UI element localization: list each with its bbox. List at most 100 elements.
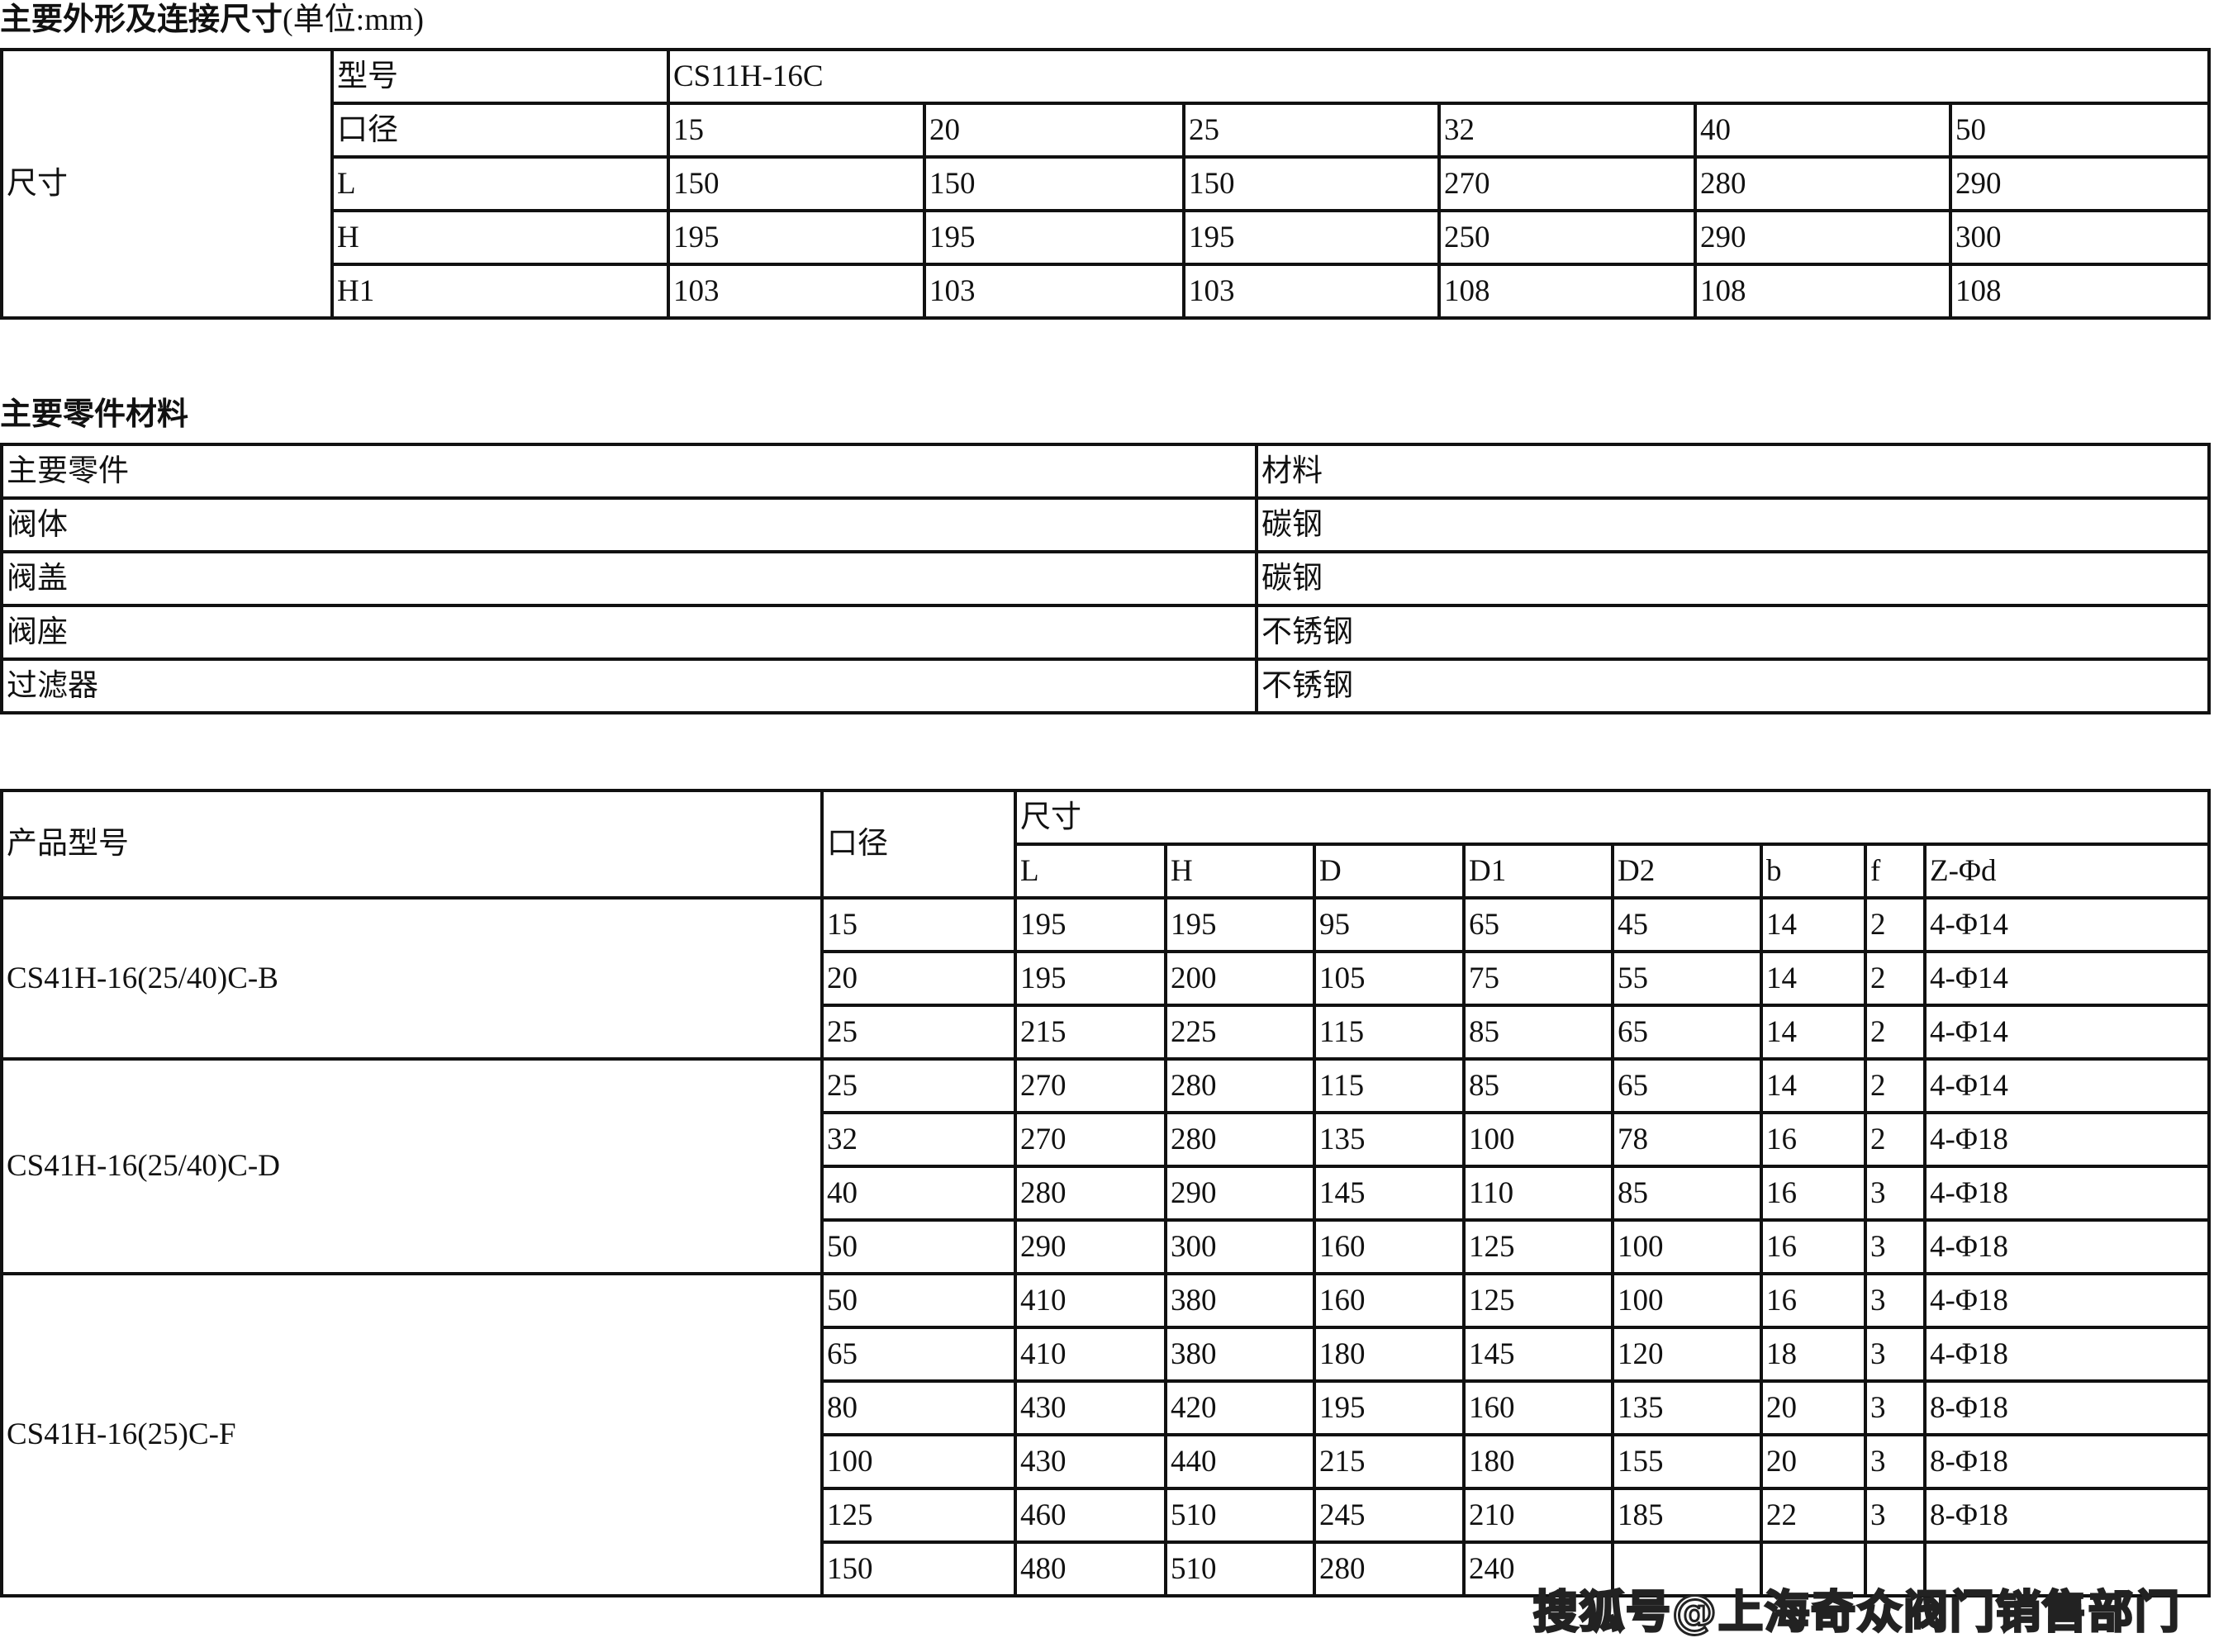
table-cell: 阀盖: [0, 550, 1258, 607]
table-cell: 15: [667, 102, 926, 159]
table-row: 32 270 280 135 100 78 16 2 4-Φ18: [2, 1111, 2211, 1168]
table-cell: 480: [1014, 1540, 1167, 1597]
table-cell: 120: [1611, 1326, 1763, 1383]
table-cell: 108: [1437, 263, 1697, 320]
table-cell: 50: [1948, 102, 2212, 159]
table-cell: 430: [1014, 1379, 1167, 1436]
table-cell: 100: [1462, 1111, 1614, 1168]
table-cell: 195: [923, 209, 1185, 266]
table-cell: 16: [1760, 1111, 1867, 1168]
table-cell: 100: [820, 1433, 1017, 1490]
table-cell: 4-Φ18: [1923, 1111, 2211, 1168]
section1-title-text: 主要外形及连接尺寸: [0, 2, 283, 37]
table-cell: 32: [820, 1111, 1017, 1168]
table-cell: 8-Φ18: [1923, 1433, 2211, 1490]
header-row: 产品型号 口径 尺寸: [0, 789, 2211, 900]
table-cell: 280: [1014, 1165, 1167, 1222]
table-cell: 2: [1864, 1004, 1927, 1061]
table-cell: 3: [1864, 1379, 1927, 1436]
table-cell: [1760, 1540, 1867, 1597]
table-cell: [1923, 1540, 2211, 1597]
column-header: Z-Φd: [1923, 843, 2211, 900]
table-cell: 78: [1611, 1111, 1763, 1168]
table-cell: 135: [1611, 1379, 1763, 1436]
table-cell: 108: [1694, 263, 1952, 320]
table-cell: 115: [1313, 1004, 1466, 1061]
table-cell: 150: [1182, 155, 1441, 212]
table-cell: 80: [820, 1379, 1017, 1436]
table-cell: 40: [820, 1165, 1017, 1222]
table-cell: 160: [1462, 1379, 1614, 1436]
table-cell: 290: [1014, 1218, 1167, 1275]
table-cell: 510: [1164, 1487, 1316, 1544]
table-cell: 195: [667, 209, 926, 266]
table-cell: 45: [1611, 896, 1763, 953]
table-cell: 过滤器: [0, 657, 1258, 714]
column-header: L: [1014, 843, 1167, 900]
table-cell: 180: [1313, 1326, 1466, 1383]
model-row: 尺寸 型号 CS11H-16C: [0, 48, 2212, 320]
table-cell: 185: [1611, 1487, 1763, 1544]
column-header: f: [1864, 843, 1927, 900]
table-cell: 245: [1313, 1487, 1466, 1544]
table-cell: 105: [1313, 950, 1466, 1007]
table-row: 40 280 290 145 110 85 16 3 4-Φ18: [2, 1165, 2211, 1222]
table-cell: 135: [1313, 1111, 1466, 1168]
table-cell: 420: [1164, 1379, 1316, 1436]
model-value: CS11H-16C: [666, 48, 2212, 105]
table-cell: 300: [1164, 1218, 1316, 1275]
table-cell: 8-Φ18: [1923, 1379, 2211, 1436]
table-row: 20 195 200 105 75 55 14 2 4-Φ14: [2, 950, 2211, 1007]
table-cell: 195: [1313, 1379, 1466, 1436]
table-cell: 4-Φ14: [1923, 1004, 2211, 1061]
table-cell: 290: [1948, 155, 2212, 212]
table-cell: 4-Φ18: [1923, 1272, 2211, 1329]
product-model: CS41H-16(25)C-F: [0, 1272, 824, 1597]
table-cell: 145: [1462, 1326, 1614, 1383]
table-cell: 2: [1864, 950, 1927, 1007]
table-cell: 4-Φ14: [1923, 950, 2211, 1007]
table-cell: 110: [1462, 1165, 1614, 1222]
table-cell: 145: [1313, 1165, 1466, 1222]
table-cell: 50: [820, 1218, 1017, 1275]
table-cell: 200: [1164, 950, 1316, 1007]
header-row: 主要零件 材料: [0, 443, 2211, 500]
table-cell: 380: [1164, 1326, 1316, 1383]
table-cell: 16: [1760, 1218, 1867, 1275]
table-cell: [1611, 1540, 1763, 1597]
table-cell: 225: [1164, 1004, 1316, 1061]
table-cell: 215: [1014, 1004, 1167, 1061]
table-cell: 85: [1462, 1004, 1614, 1061]
table-cell: 15: [820, 896, 1017, 953]
table-cell: 180: [1462, 1433, 1614, 1490]
table-cell: 20: [1760, 1379, 1867, 1436]
table-cell: 440: [1164, 1433, 1316, 1490]
row-label: H: [330, 209, 670, 266]
table-cell: 150: [923, 155, 1185, 212]
column-header: 主要零件: [0, 443, 1258, 500]
table-cell: 3: [1864, 1326, 1927, 1383]
table-cell: 25: [820, 1057, 1017, 1114]
table-cell: 4-Φ18: [1923, 1326, 2211, 1383]
table-cell: 100: [1611, 1218, 1763, 1275]
table-cell: 3: [1864, 1218, 1927, 1275]
table-cell: 108: [1948, 263, 2212, 320]
table-cell: 3: [1864, 1433, 1927, 1490]
table-cell: 280: [1313, 1540, 1466, 1597]
section2-title: 主要零件材料: [0, 397, 189, 432]
table-cell: [1864, 1540, 1927, 1597]
table-row: 80 430 420 195 160 135 20 3 8-Φ18: [2, 1379, 2211, 1436]
table-row: 150 480 510 280 240: [2, 1540, 2211, 1597]
table-cell: 碳钢: [1255, 550, 2211, 607]
table-row: 阀盖 碳钢: [0, 550, 2211, 607]
table-cell: 阀体: [0, 496, 1258, 553]
table-cell: 290: [1164, 1165, 1316, 1222]
table-cell: 103: [1182, 263, 1441, 320]
column-header: H: [1164, 843, 1316, 900]
table-cell: 碳钢: [1255, 496, 2211, 553]
model-label: 型号: [330, 48, 670, 105]
table-cell: 410: [1014, 1272, 1167, 1329]
column-header: D1: [1462, 843, 1614, 900]
table-cell: 100: [1611, 1272, 1763, 1329]
table-cell: 65: [1611, 1057, 1763, 1114]
